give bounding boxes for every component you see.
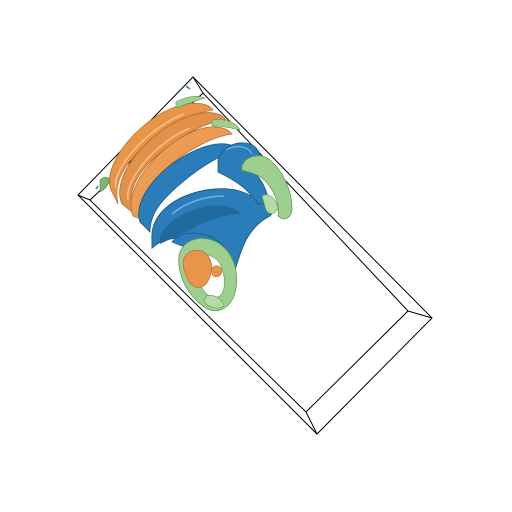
blue-highlight (171, 195, 225, 215)
orange-band-highlight (115, 113, 185, 189)
bounding-box-edge-left (89, 199, 307, 413)
bounding-box-edge-bottom (305, 310, 409, 413)
orange-band-middle (119, 112, 227, 214)
blue-highlight-2 (225, 145, 253, 155)
bounding-box (77, 76, 433, 435)
green-isosurface-top (99, 96, 241, 193)
orange-inner-spot (211, 265, 223, 278)
green-upper-fold (261, 194, 279, 214)
orange-band-highlight-2 (127, 127, 191, 201)
orange-isosurface-inner (182, 249, 223, 288)
green-strip-left (99, 176, 111, 193)
bounding-box-outline (77, 76, 433, 435)
green-strip-top (175, 96, 206, 109)
green-upper-wrap (241, 155, 293, 220)
bounding-box-edge-corner (305, 411, 318, 435)
blue-lower-shade (160, 205, 242, 244)
orange-inner-blob (182, 249, 212, 288)
bounding-box-edge-right (407, 310, 433, 319)
green-lower-strip (203, 295, 225, 309)
green-strip-mid (211, 119, 241, 131)
